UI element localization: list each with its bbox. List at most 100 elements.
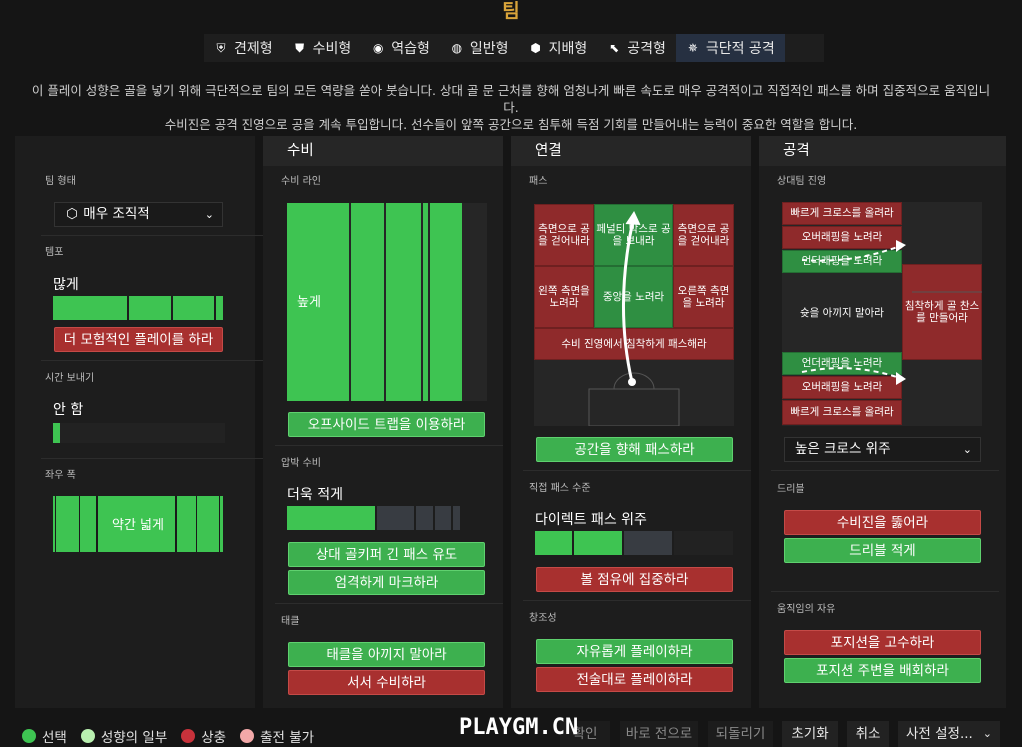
width-field[interactable]: 약간 넓게 [53,496,223,552]
team-shape-value: 매우 조직적 [83,206,150,222]
tab-label: 수비형 [312,41,352,57]
run-at-defence-button[interactable]: 수비진을 뚫어라 [784,510,981,535]
pass-cell-center[interactable]: 중앙을 노려라 [594,266,673,328]
shoot-on-sight-cell[interactable]: 슛을 아끼지 말아라 [782,274,902,352]
tab-1[interactable]: ⛨ 견제형 [204,34,283,62]
tab-2[interactable]: ⛊ 수비형 [283,34,362,62]
legend-selected: 선택 [42,730,67,746]
cross-early-right-cell[interactable]: 빠르게 크로스를 올려라 [782,400,902,425]
offside-trap-button[interactable]: 오프사이드 트랩을 이용하라 [288,412,485,437]
tab-label: 역습형 [391,41,430,57]
previous-button[interactable]: 바로 전으로 [620,721,698,747]
pass-cell-right-wide[interactable]: 측면으로 공을 걷어내라 [673,204,734,266]
tab-label: 견제형 [234,41,273,57]
team-shape-dropdown[interactable]: ⬡ 매우 조직적 ⌄ [54,202,223,227]
confirm-button[interactable]: 확인 [560,721,610,747]
pressing-label: 압박 수비 [281,458,321,469]
description-line-2: 수비진은 공격 진영으로 공을 계속 투입합니다. 선수들이 앞쪽 공간으로 침… [164,117,858,132]
team-shape-label: 팀 형태 [45,176,76,187]
legend-part: 성향의 일부 [100,730,168,746]
hold-position-button[interactable]: 포지션을 고수하라 [784,630,981,655]
tempo-slider[interactable] [53,296,225,320]
attack-panel: 공격 상대팀 진영 빠르게 크로스를 올려라 오버래핑을 노려라 언더래핑을 노… [759,136,1006,708]
counter-icon: ◉ [373,41,384,55]
attack-header: 공격 [759,136,1006,166]
legend: 선택 성향의 일부 상충 출전 불가 [22,726,314,746]
reset-button[interactable]: 초기화 [782,721,838,747]
tab-4[interactable]: ◍ 일반형 [440,34,519,62]
control-icon: ⬢ [530,41,541,55]
chevron-down-icon: ⌄ [204,208,214,221]
defensive-line-value: 높게 [297,295,321,310]
pressing-slider[interactable] [287,506,487,530]
overlap-right-cell[interactable]: 오버래핑을 노려라 [782,376,902,399]
dribble-less-button[interactable]: 드리블 적게 [784,538,981,563]
conflict-dot-icon [181,729,196,743]
undo-button[interactable]: 되돌리기 [708,721,773,747]
tab-label: 지배형 [548,41,588,57]
tempo-seg [216,296,224,320]
direct-seg [674,531,733,555]
overlap-left-cell[interactable]: 오버래핑을 노려라 [782,226,902,249]
underlap-left-cell[interactable]: 언더래핑을 노려라 [782,250,902,273]
be-expressive-button[interactable]: 자유롭게 플레이하라 [536,639,733,664]
tight-marking-button[interactable]: 엄격하게 마크하라 [288,570,485,595]
press-seg [287,506,375,530]
preset-dropdown[interactable]: 사전 설정... ⌄ [898,721,1000,747]
mentality-tabs: ⛨ 견제형 ⛊ 수비형 ◉ 역습형 ◍ 일반형 ⬢ 지배형 ⬉ 공격형 ✵ 극단적 공격 [204,34,824,62]
unavailable-dot-icon [240,729,255,743]
defensive-line-field[interactable]: 높게 [287,203,487,401]
gk-long-pass-button[interactable]: 상대 골키퍼 긴 패스 유도 [288,542,485,567]
tackle-harder-button[interactable]: 태클을 아끼지 말아라 [288,642,485,667]
tempo-seg [53,296,128,320]
creativity-label: 창조성 [529,613,557,624]
pass-cell-right-flank[interactable]: 오른쪽 측면을 노려라 [673,266,734,328]
tab-3[interactable]: ◉ 역습형 [361,34,440,62]
tempo-seg [172,296,215,320]
pass-cell-left-wide[interactable]: 측면으로 공을 걷어내라 [534,204,594,266]
tab-5[interactable]: ⬢ 지배형 [519,34,598,62]
time-wasting-value: 안 함 [53,402,84,418]
focus-possession-button[interactable]: 볼 점유에 집중하라 [536,567,733,592]
cancel-button[interactable]: 취소 [847,721,889,747]
directness-label: 직접 패스 수준 [529,483,591,494]
more-adventurous-button[interactable]: 더 모험적인 플레이를 하라 [54,327,223,352]
direct-seg [535,531,572,555]
passing-pitch[interactable]: 측면으로 공을 걷어내라 페널티 박스로 공을 보내라 측면으로 공을 걷어내라… [534,204,734,426]
chevron-down-icon: ⌄ [962,443,972,456]
cross-type-value: 높은 크로스 위주 [795,441,891,457]
pitch-lines-icon [588,210,680,426]
width-label: 좌우 폭 [45,470,76,481]
defensive-line-label: 수비 라인 [281,176,321,187]
run-arrows-icon [801,240,982,385]
directness-slider[interactable] [535,531,735,555]
pass-cell-play-out[interactable]: 수비 진영에서 침착하게 패스해라 [534,328,734,360]
attacking-pitch[interactable]: 빠르게 크로스를 올려라 오버래핑을 노려라 언더래핑을 노려라 슛을 아끼지 … [782,202,982,426]
tackling-label: 태클 [281,616,300,627]
tab-label: 공격형 [627,41,666,57]
cross-type-dropdown[interactable]: 높은 크로스 위주 ⌄ [784,437,981,462]
balanced-icon: ◍ [451,41,463,55]
tempo-label: 템포 [45,247,64,258]
team-panel: 팀 형태 ⬡ 매우 조직적 ⌄ 템포 많게 더 모험적인 플레이를 하라 시간 … [15,136,265,708]
pass-into-space-button[interactable]: 공간을 향해 패스하라 [536,437,733,462]
press-seg [416,506,433,530]
cross-early-left-cell[interactable]: 빠르게 크로스를 올려라 [782,202,902,225]
selected-dot-icon [22,729,36,743]
tab-7[interactable]: ✵ 극단적 공격 [675,34,785,62]
tab-6[interactable]: ⬉ 공격형 [597,34,676,62]
pressing-value: 더욱 적게 [287,487,343,503]
time-wasting-label: 시간 보내기 [45,373,95,384]
be-disciplined-button[interactable]: 전술대로 플레이하라 [536,667,733,692]
stay-on-feet-button[interactable]: 서서 수비하라 [288,670,485,695]
time-wasting-slider[interactable] [53,423,225,443]
legend-unavailable: 출전 불가 [260,730,315,746]
work-ball-into-box-cell[interactable]: 침착하게 골 찬스를 만들어라 [902,264,982,360]
roam-from-position-button[interactable]: 포지션 주변을 배회하라 [784,658,981,683]
connect-panel: 연결 패스 측면으로 공을 걷어내라 페널티 박스로 공을 보내라 측면으로 공… [511,136,751,708]
mentality-description: 이 플레이 성향은 골을 넣기 위해 극단적으로 팀의 모든 역량을 쏟아 붓습… [30,82,992,133]
tab-label: 일반형 [469,41,509,57]
tab-label: 극단적 공격 [705,41,775,57]
pass-cell-left-flank[interactable]: 왼쪽 측면을 노려라 [534,266,594,328]
arrow-attack-icon: ⬉ [609,41,620,55]
